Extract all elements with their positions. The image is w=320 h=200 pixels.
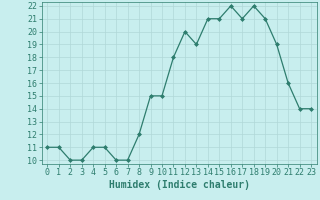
X-axis label: Humidex (Indice chaleur): Humidex (Indice chaleur) xyxy=(109,180,250,190)
